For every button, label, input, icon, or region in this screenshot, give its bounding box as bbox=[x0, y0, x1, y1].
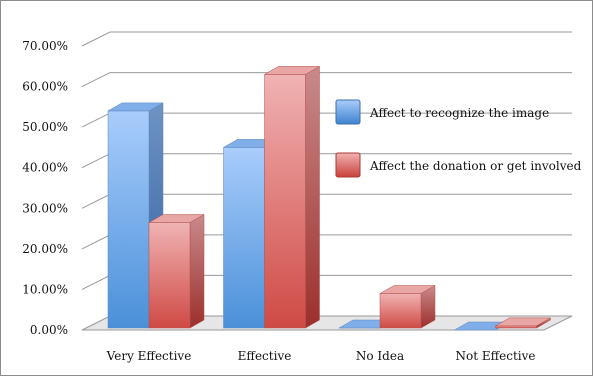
legend-label: Affect the donation or get involved bbox=[369, 159, 582, 173]
x-tick-label: Very Effective bbox=[106, 349, 192, 363]
y-axis: 0.00% 10.00% 20.00% 30.00% 40.00% 50.00% 60.00… bbox=[22, 39, 68, 337]
gridline bbox=[81, 31, 572, 47]
bar-donation-effective bbox=[263, 65, 321, 329]
y-tick-label: 60.00% bbox=[22, 80, 68, 94]
y-tick-label: 50.00% bbox=[22, 120, 68, 134]
x-tick-label: No Idea bbox=[356, 349, 404, 363]
legend-swatch bbox=[335, 99, 361, 125]
bar-donation-not-effective bbox=[494, 317, 552, 329]
x-tick-label: Effective bbox=[238, 349, 292, 363]
gridline bbox=[81, 72, 572, 88]
y-tick-label: 10.00% bbox=[22, 282, 68, 296]
bar-donation-no-idea bbox=[379, 285, 436, 329]
y-tick-label: 20.00% bbox=[22, 242, 68, 256]
x-tick-label: Not Effective bbox=[455, 349, 535, 363]
y-tick-label: 40.00% bbox=[22, 161, 68, 175]
y-tick-label: 30.00% bbox=[22, 201, 68, 215]
bars bbox=[107, 65, 552, 331]
bar-donation-very-effective bbox=[148, 214, 205, 329]
chart-floor bbox=[81, 315, 573, 331]
legend: Affect to recognize the image Affect the … bbox=[335, 99, 582, 178]
gridlines bbox=[81, 31, 573, 331]
legend-swatch bbox=[335, 152, 361, 178]
legend-label: Affect to recognize the image bbox=[369, 106, 549, 120]
y-tick-label: 0.00% bbox=[30, 323, 68, 337]
x-axis: Very Effective Effective No Idea Not Effect… bbox=[106, 349, 536, 363]
y-tick-label: 70.00% bbox=[22, 39, 68, 53]
